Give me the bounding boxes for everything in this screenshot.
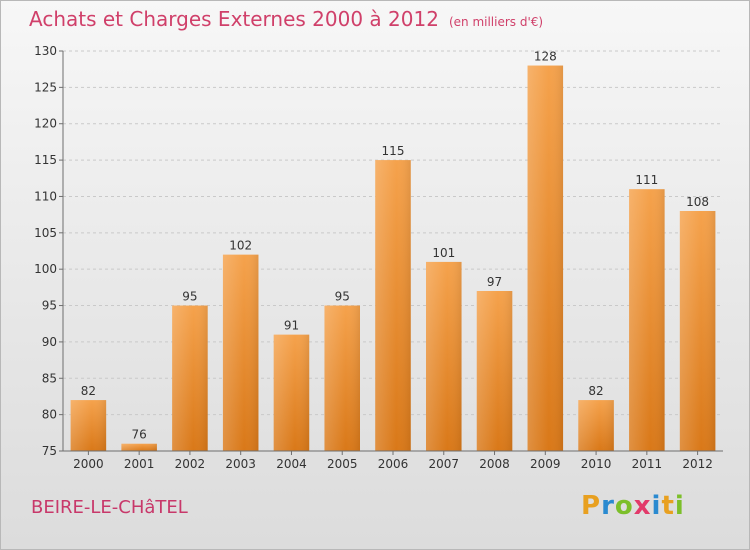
logo-letter: r <box>601 491 615 521</box>
x-tick-label: 2010 <box>581 457 612 471</box>
bar-shade <box>222 254 259 451</box>
y-tick-label: 90 <box>42 335 57 349</box>
logo-letter: P <box>581 491 602 521</box>
data-label: 95 <box>335 290 350 304</box>
x-tick-label: 2005 <box>327 457 358 471</box>
x-tick-label: 2004 <box>276 457 307 471</box>
x-tick-label: 2012 <box>682 457 713 471</box>
logo-letter: i <box>651 491 662 521</box>
axes: 75 80 85 90 95 100 105 110 115 120 125 130 2000 2001 2… <box>34 44 723 471</box>
y-tick-label: 125 <box>34 80 57 94</box>
bar-shade <box>527 65 564 451</box>
data-label: 102 <box>229 239 252 253</box>
y-tick-label: 80 <box>42 408 57 422</box>
logo-letter: i <box>674 491 685 521</box>
data-label: 95 <box>182 290 197 304</box>
bar-shade <box>375 160 411 451</box>
title-text: Achats et Charges Externes 2000 à 2012 <box>29 7 439 31</box>
y-tick-label: 130 <box>34 44 57 58</box>
y-tick-label: 75 <box>42 444 57 458</box>
data-label: 82 <box>81 384 96 398</box>
data-label: 76 <box>132 428 147 442</box>
logo-letter: t <box>661 491 675 521</box>
x-tick-label: 2006 <box>378 457 409 471</box>
bar-shade <box>578 400 614 451</box>
y-tick-label: 95 <box>42 299 57 313</box>
data-label: 101 <box>432 246 455 260</box>
x-tick-label: 2000 <box>73 457 104 471</box>
chart-title: Achats et Charges Externes 2000 à 2012 (e… <box>29 7 543 31</box>
data-label: 128 <box>534 50 557 64</box>
x-tick-label: 2001 <box>124 457 155 471</box>
bar-shade <box>426 261 462 451</box>
data-label: 108 <box>686 195 709 209</box>
data-label: 97 <box>487 275 502 289</box>
y-tick-label: 120 <box>34 117 57 131</box>
data-label: 111 <box>635 173 658 187</box>
y-tick-label: 85 <box>42 371 57 385</box>
x-tick-label: 2007 <box>428 457 459 471</box>
y-tick-label: 105 <box>34 226 57 240</box>
y-tick-label: 115 <box>34 153 57 167</box>
bar-shade <box>172 305 208 451</box>
y-tick-label: 110 <box>34 189 57 203</box>
bars <box>70 65 716 451</box>
bar-shade <box>324 305 360 451</box>
x-tick-label: 2011 <box>632 457 663 471</box>
bar-shade <box>629 189 665 451</box>
bar-shade <box>679 211 716 451</box>
bar-shade <box>121 443 157 451</box>
x-tick-label: 2008 <box>479 457 510 471</box>
bar-shade <box>476 291 513 451</box>
data-label: 91 <box>284 319 299 333</box>
data-label: 115 <box>382 144 405 158</box>
title-unit: (en milliers d'€) <box>448 15 544 29</box>
logo-letter: x <box>633 491 652 521</box>
x-tick-label: 2009 <box>530 457 561 471</box>
bar-shade <box>273 334 310 451</box>
data-label: 82 <box>588 384 603 398</box>
logo-letter: o <box>614 491 634 521</box>
data-labels: 82 76 95 102 91 95 115 101 97 128 82 111 108 <box>81 50 709 442</box>
y-tick-label: 100 <box>34 262 57 276</box>
bar-shade <box>70 400 107 451</box>
proxiti-logo: Proxiti <box>581 491 685 521</box>
x-tick-label: 2003 <box>225 457 256 471</box>
town-name: BEIRE-LE-CHâTEL <box>31 497 188 518</box>
x-tick-label: 2002 <box>175 457 206 471</box>
